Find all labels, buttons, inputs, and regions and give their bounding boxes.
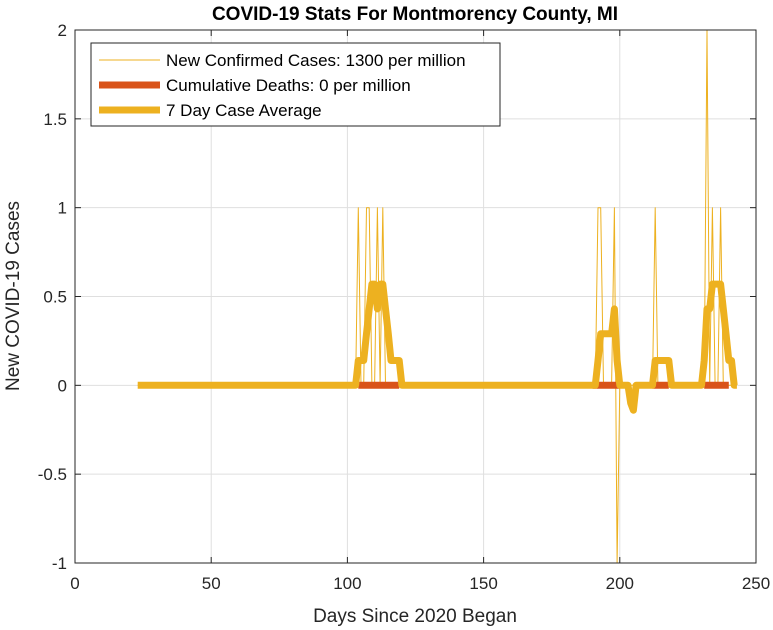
legend-label-new-cases: New Confirmed Cases: 1300 per million [166,51,466,70]
x-tick-label: 200 [606,574,634,593]
y-tick-label: 2 [58,21,67,40]
y-tick-label: 0 [58,376,67,395]
x-tick-label: 0 [70,574,79,593]
tick-layer: 0 50 100 150 200 250 -1 -0.5 0 0.5 1 1.5 2 [38,21,770,593]
x-tick-label: 150 [469,574,497,593]
legend-label-deaths: Cumulative Deaths: 0 per million [166,76,411,95]
x-tick-label: 50 [202,574,221,593]
x-axis-title: Days Since 2020 Began [313,606,517,627]
chart-title: COVID-19 Stats For Montmorency County, M… [212,4,618,25]
y-tick-label: 1 [58,199,67,218]
y-tick-label: 0.5 [43,288,67,307]
y-axis-title: New COVID-19 Cases [3,201,24,391]
y-tick-label: 1.5 [43,110,67,129]
y-tick-label: -0.5 [38,465,67,484]
y-tick-label: -1 [52,554,67,573]
legend: New Confirmed Cases: 1300 per million Cu… [90,42,501,127]
series-7-day-average [137,280,738,414]
x-tick-label: 250 [742,574,770,593]
x-tick-label: 100 [333,574,361,593]
legend-label-7day: 7 Day Case Average [166,101,322,120]
